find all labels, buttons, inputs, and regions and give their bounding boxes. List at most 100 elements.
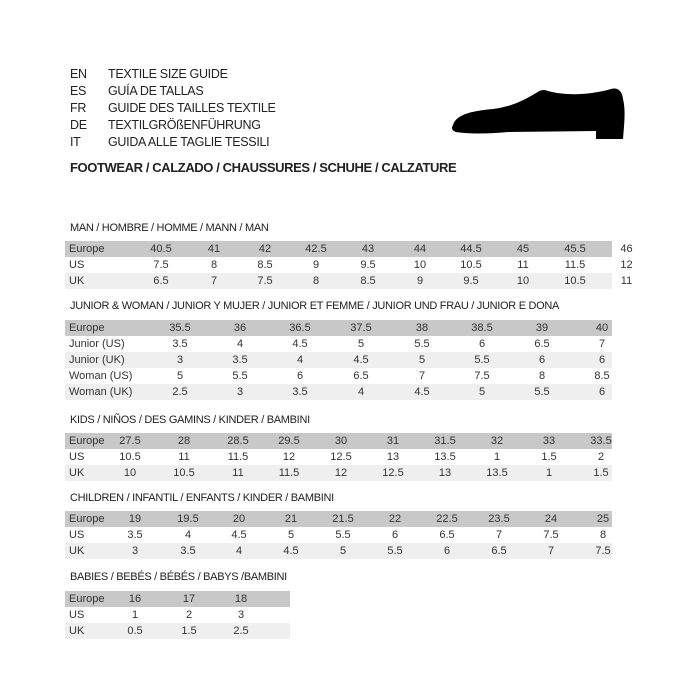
size-cell: 6 [478, 338, 486, 350]
row-label: Junior (UK) [69, 354, 125, 366]
row-label: UK [69, 545, 85, 557]
language-row-de: DE TEXTILGRÖßENFÜHRUNG [70, 117, 276, 134]
size-cell: 7 [547, 545, 555, 557]
size-cell: 11 [517, 259, 529, 271]
section-title: CHILDREN / INFANTIL / ENFANTS / KINDER /… [70, 492, 334, 504]
size-cell: 12 [334, 467, 348, 479]
size-cell: 6.5 [153, 275, 169, 287]
size-cell: 10 [413, 259, 427, 271]
row-label: UK [69, 467, 85, 479]
size-cell: 7 [210, 275, 218, 287]
size-cell: 25 [596, 513, 610, 525]
size-cell: 10 [516, 275, 530, 287]
size-cell: 4 [235, 545, 243, 557]
row-label: UK [69, 275, 85, 287]
size-cell: 5 [287, 529, 295, 541]
language-title: GUIDE DES TAILLES TEXTILE [108, 101, 276, 115]
language-row-es: ES GUÍA DE TALLAS [70, 83, 276, 100]
size-cell: 6 [538, 354, 546, 366]
size-cell: 30 [334, 435, 348, 447]
size-cell: 7 [495, 529, 503, 541]
size-cell: 35.5 [169, 322, 191, 334]
table-row: UK 10 10.5 11 11.5 12 12.5 13 13.5 1 1.5 [65, 465, 612, 481]
size-cell: 41 [207, 243, 221, 255]
table-row: UK 3 3.5 4 4.5 5 5.5 6 6.5 7 7.5 [65, 543, 612, 559]
table-row: UK 6.5 7 7.5 8 8.5 9 9.5 10 10.5 11 [65, 273, 632, 289]
size-table: Europe 35.5 36 36.5 37.5 38 38.5 39 40 Junior (US… [65, 320, 612, 400]
table-row: US 10.5 11 11.5 12 12.5 13 13.5 1 1.5 2 [65, 449, 612, 465]
table-row: UK 0.5 1.5 2.5 [65, 623, 290, 639]
section-title: KIDS / NIÑOS / DES GAMINS / KINDER / BAM… [70, 414, 310, 426]
size-cell: 3.5 [172, 338, 188, 350]
size-cell: 7.5 [153, 259, 169, 271]
size-cell: 5 [357, 338, 365, 350]
size-cell: 5.5 [335, 529, 351, 541]
language-code: IT [70, 135, 81, 149]
size-cell: 11 [620, 275, 633, 287]
size-cell: 27.5 [119, 435, 141, 447]
size-cell: 1 [493, 451, 501, 463]
size-cell: 5.5 [232, 370, 248, 382]
size-cell: 5.5 [387, 545, 403, 557]
size-cell: 8 [538, 370, 546, 382]
size-cell: 11.5 [227, 451, 249, 463]
size-cell: 7.5 [595, 545, 611, 557]
row-label: UK [69, 625, 85, 637]
size-cell: 6 [598, 386, 606, 398]
size-cell: 11.5 [278, 467, 300, 479]
row-label: Europe [69, 513, 105, 525]
size-cell: 10.5 [119, 451, 141, 463]
size-cell: 1 [545, 467, 553, 479]
size-cell: 20 [232, 513, 246, 525]
size-cell: 7.5 [257, 275, 273, 287]
size-cell: 28.5 [227, 435, 249, 447]
size-cell: 9 [416, 275, 424, 287]
size-cell: 1.5 [593, 467, 609, 479]
size-cell: 4.5 [231, 529, 247, 541]
table-row: Junior (US) 3.5 4 4.5 5 5.5 6 6.5 7 [65, 336, 612, 352]
size-cell: 45.5 [564, 243, 586, 255]
size-cell: 32 [490, 435, 504, 447]
size-cell: 8 [210, 259, 218, 271]
footwear-title: FOOTWEAR / CALZADO / CHAUSSURES / SCHUHE… [70, 160, 457, 175]
size-cell: 6.5 [491, 545, 507, 557]
language-code: ES [70, 84, 87, 98]
size-cell: 24 [544, 513, 558, 525]
size-cell: 4 [357, 386, 365, 398]
size-cell: 9.5 [360, 259, 376, 271]
shoe-icon [452, 88, 625, 139]
size-cell: 17 [182, 593, 196, 605]
language-titles: EN TEXTILE SIZE GUIDE ES GUÍA DE TALLAS FR… [70, 66, 276, 151]
table-header-row: Europe 35.5 36 36.5 37.5 38 38.5 39 40 [65, 320, 612, 336]
size-cell: 9 [312, 259, 320, 271]
size-cell: 10 [123, 467, 137, 479]
row-label: Junior (US) [69, 338, 125, 350]
size-cell: 2 [597, 451, 605, 463]
size-cell: 4.5 [353, 354, 369, 366]
size-cell: 22.5 [436, 513, 458, 525]
size-cell: 6 [391, 529, 399, 541]
size-cell: 12 [620, 259, 633, 271]
size-cell: 5.5 [414, 338, 430, 350]
size-cell: 8.5 [257, 259, 273, 271]
size-cell: 4.5 [292, 338, 308, 350]
size-table: Europe 19 19.5 20 21 21.5 22 22.5 23.5 24 25 US 3.5 4… [65, 511, 612, 559]
size-cell: 43 [361, 243, 375, 255]
size-cell: 40 [595, 322, 609, 334]
size-cell: 12.5 [330, 451, 352, 463]
table-row: Woman (UK) 2.5 3 3.5 4 4.5 5 5.5 6 [65, 384, 612, 400]
size-cell: 23.5 [488, 513, 510, 525]
size-cell: 45 [516, 243, 530, 255]
size-cell: 3 [236, 386, 244, 398]
size-cell: 1.5 [541, 451, 557, 463]
size-cell: 42.5 [305, 243, 327, 255]
language-code: DE [70, 118, 87, 132]
size-cell: 7.5 [543, 529, 559, 541]
size-cell: 6 [296, 370, 304, 382]
size-cell: 5 [418, 354, 426, 366]
size-cell: 13 [438, 467, 452, 479]
size-cell: 44 [413, 243, 427, 255]
size-cell: 33.5 [590, 435, 612, 447]
size-cell: 16 [128, 593, 142, 605]
size-cell: 12.5 [382, 467, 404, 479]
